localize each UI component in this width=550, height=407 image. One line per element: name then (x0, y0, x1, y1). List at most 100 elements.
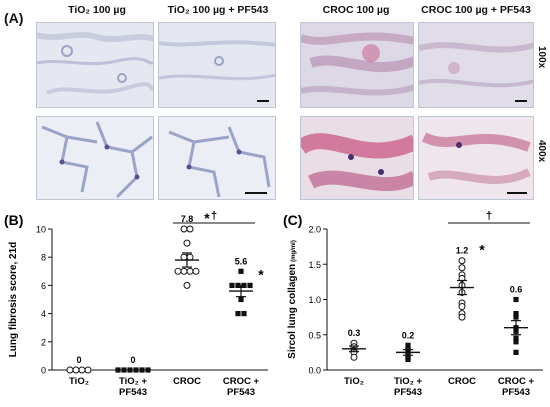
x-tick-label: CROC + (498, 376, 535, 387)
micrograph-tio2-pf543-400x (158, 116, 276, 200)
y-axis-label: Lung fibrosis score, 21d (8, 242, 19, 358)
col-title-croc-pf543: CROC 100 µg + PF543 (421, 4, 531, 16)
data-point (235, 311, 241, 317)
panel-a-label: (A) (4, 10, 24, 26)
y-tick-label: 0.0 (308, 366, 321, 376)
x-tick-label: TiO₂ (344, 376, 364, 387)
significance-star: * (258, 266, 264, 282)
data-point (180, 253, 188, 261)
x-tick-label: CROC (173, 376, 201, 387)
data-point (183, 239, 191, 247)
micrograph-croc-100x (300, 22, 414, 108)
data-point (513, 349, 519, 355)
data-point (513, 296, 519, 303)
mean-label: 0.6 (510, 285, 523, 295)
col-title-tio2: TiO₂ 100 µg (68, 4, 126, 16)
y-tick-label: 2 (41, 337, 46, 347)
x-tick-label: PF543 (119, 387, 147, 398)
data-point (186, 253, 194, 261)
data-point (405, 356, 411, 363)
data-point (350, 353, 358, 361)
mean-label: 5.6 (235, 256, 248, 266)
x-tick-label: PF543 (227, 387, 255, 398)
data-point (458, 264, 466, 272)
data-point (133, 367, 139, 373)
magnification-100x: 100x (536, 46, 547, 69)
data-point (139, 367, 145, 373)
data-point (66, 366, 74, 374)
data-point (84, 366, 92, 374)
data-point (127, 367, 133, 373)
data-point (458, 303, 466, 311)
micrograph-tio2-400x (36, 116, 154, 200)
significance-star: * (479, 242, 485, 258)
data-point (247, 282, 253, 288)
data-point (229, 282, 235, 288)
y-tick-label: 2.0 (308, 225, 321, 235)
x-tick-label: PF543 (394, 387, 422, 398)
y-tick-label: 8 (41, 253, 46, 263)
scale-bar (257, 100, 269, 102)
x-tick-label: TiO₂ + (119, 376, 148, 387)
micrograph-croc-pf543-400x (418, 116, 534, 200)
data-point (180, 225, 188, 233)
data-point (458, 313, 466, 321)
micrograph-tio2-100x (36, 22, 154, 108)
mean-label: 0 (130, 355, 135, 365)
x-tick-label: CROC + (223, 376, 260, 387)
micrograph-croc-400x (300, 116, 414, 200)
data-point (513, 314, 519, 320)
x-tick-label: CROC (448, 376, 476, 387)
data-point (458, 257, 466, 265)
scale-bar (245, 192, 267, 194)
y-tick-label: 6 (41, 281, 46, 291)
data-point (115, 367, 121, 373)
x-tick-label: TiO₂ (69, 376, 89, 387)
x-tick-label: PF543 (502, 387, 530, 398)
data-point (186, 267, 194, 275)
significance-dagger: † (211, 210, 217, 222)
data-point (121, 367, 127, 373)
mean-label: 0.3 (348, 328, 361, 338)
significance-dagger: † (486, 210, 492, 222)
col-title-tio2-pf543: TiO₂ 100 µg + PF543 (167, 4, 269, 16)
chart-fibrosis-score: (B) 0 2 4 6 8 10 Lung fibrosis score, 21d TiO₂ Ti… (4, 210, 268, 398)
y-tick-label: 1.0 (308, 295, 321, 305)
y-tick-label: 0 (41, 366, 46, 376)
micrograph-tio2-pf543-100x (158, 22, 276, 108)
data-point (78, 366, 86, 374)
data-point (174, 267, 182, 275)
y-tick-label: 0.5 (308, 330, 321, 340)
mean-label: 0 (76, 355, 81, 365)
significance-star: * (204, 210, 210, 226)
data-point (513, 311, 519, 317)
data-point (183, 281, 191, 289)
data-point (180, 267, 188, 275)
data-point (145, 367, 151, 373)
y-axis-unit: (mg/ml) (291, 240, 297, 262)
data-point (238, 296, 244, 303)
y-tick-label: 10 (36, 225, 46, 235)
col-title-croc: CROC 100 µg (322, 4, 390, 16)
chart-sircol-collagen: (C) 0.0 0.5 1.0 1.5 2.0 Sircol lung collagen(m… (283, 210, 543, 398)
data-point (72, 366, 80, 374)
mean-label: 0.2 (402, 330, 415, 340)
data-point (192, 267, 200, 275)
mean-label: 7.8 (181, 214, 194, 224)
y-tick-label: 1.5 (308, 260, 321, 270)
scale-bar (515, 100, 527, 102)
data-point (405, 342, 411, 348)
panel-label: (C) (283, 212, 302, 228)
data-point (241, 311, 247, 317)
micrograph-croc-pf543-100x (418, 22, 534, 108)
magnification-400x: 400x (536, 140, 547, 163)
data-point (238, 268, 244, 274)
data-point (513, 335, 519, 341)
y-tick-label: 4 (41, 309, 46, 319)
data-point (513, 339, 519, 345)
panel-label: (B) (4, 212, 23, 228)
mean-label: 1.2 (456, 246, 469, 256)
scale-bar (507, 192, 527, 194)
y-axis-label: Sircol lung collagen(mg/ml) (287, 240, 298, 359)
data-point (186, 225, 194, 233)
